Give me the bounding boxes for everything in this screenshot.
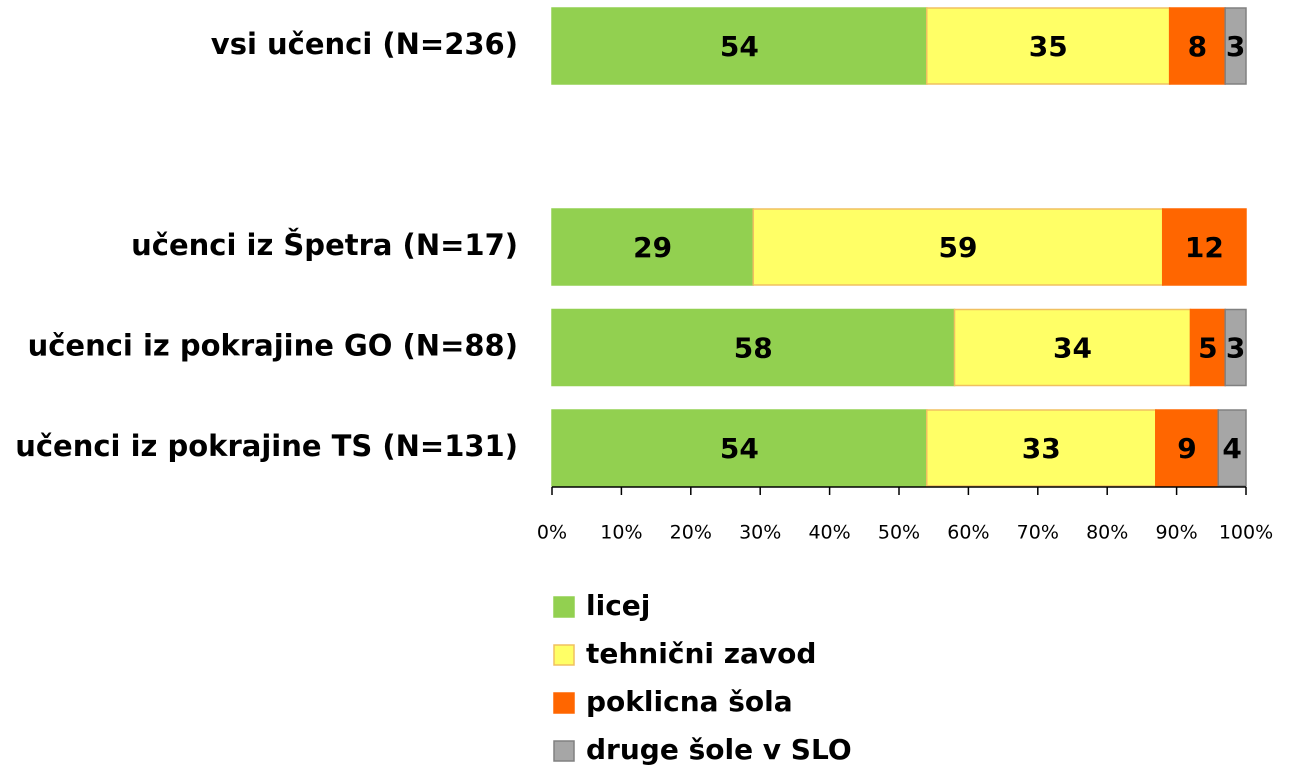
category-label: učenci iz pokrajine TS (N=131) — [15, 429, 518, 463]
value-label: 4 — [1222, 432, 1241, 465]
bar-segment — [1189, 308, 1226, 387]
value-label: 3 — [1226, 30, 1245, 63]
value-label: 12 — [1185, 231, 1224, 264]
category-label: učenci iz pokrajine GO (N=88) — [28, 329, 518, 363]
x-tick-label: 30% — [739, 522, 781, 544]
value-label: 5 — [1198, 332, 1217, 365]
legend-label: poklicna šola — [586, 685, 793, 718]
x-tick-label: 10% — [600, 522, 642, 544]
bar-segment — [551, 308, 956, 387]
x-tick-label: 100% — [1219, 522, 1273, 544]
legend-swatch — [553, 596, 575, 618]
bar-segment — [1217, 409, 1247, 487]
bar-segment — [1155, 409, 1219, 487]
bar-segment — [752, 208, 1164, 286]
x-tick-label: 60% — [947, 522, 989, 544]
x-tick-label: 50% — [878, 522, 920, 544]
legend-label: licej — [586, 589, 650, 622]
value-label: 8 — [1188, 30, 1207, 63]
value-label: 34 — [1053, 332, 1092, 365]
bar-segment — [926, 7, 1171, 85]
value-label: 59 — [939, 231, 978, 264]
value-label: 58 — [734, 332, 773, 365]
bar-segment — [551, 7, 928, 85]
x-tick-label: 80% — [1086, 522, 1128, 544]
bar-segment — [1161, 208, 1247, 286]
bar-segment — [1168, 7, 1226, 85]
x-tick-label: 0% — [537, 522, 567, 544]
legend-swatch — [553, 692, 575, 714]
value-label: 33 — [1022, 432, 1061, 465]
legend-swatch — [553, 644, 575, 666]
x-tick-label: 40% — [808, 522, 850, 544]
bar-segment — [1224, 7, 1247, 85]
bar-segment — [1224, 308, 1247, 387]
value-label: 9 — [1177, 432, 1196, 465]
category-label: vsi učenci (N=236) — [211, 27, 518, 61]
bar-segment — [551, 208, 755, 286]
legend-label: druge šole v SLO — [586, 733, 852, 766]
x-tick-label: 90% — [1155, 522, 1197, 544]
legend-swatch — [553, 740, 575, 762]
bar-segment — [953, 308, 1192, 387]
category-label: učenci iz Špetra (N=17) — [131, 228, 518, 262]
value-label: 54 — [720, 432, 759, 465]
x-tick-label: 20% — [670, 522, 712, 544]
legend-label: tehnični zavod — [586, 637, 816, 670]
x-tick-label: 70% — [1017, 522, 1059, 544]
bar-segment — [926, 409, 1157, 487]
bar-segment — [551, 409, 928, 487]
value-label: 35 — [1029, 30, 1068, 63]
value-label: 54 — [720, 30, 759, 63]
value-label: 3 — [1226, 332, 1245, 365]
value-label: 29 — [633, 231, 672, 264]
